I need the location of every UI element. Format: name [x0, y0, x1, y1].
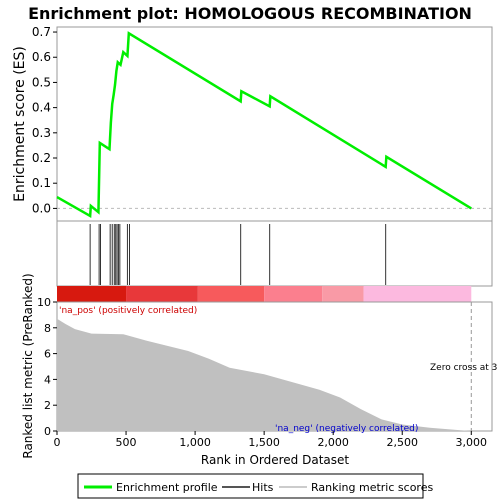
- x-axis-label: Rank in Ordered Dataset: [201, 453, 349, 467]
- es-plot-frame: [56, 26, 493, 222]
- x-tick-label-5: 2,500: [386, 436, 418, 449]
- rank-colorbar: [57, 286, 472, 302]
- x-tick-label-1: 500: [116, 436, 137, 449]
- x-tick-label-4: 2,000: [317, 436, 349, 449]
- metric-y-tick-label-4: 8: [44, 322, 51, 335]
- legend-box: [77, 473, 424, 499]
- x-tick-label-2: 1,000: [179, 436, 211, 449]
- es-y-tick-label-6: 0.6: [32, 50, 51, 64]
- es-panel: 0.0 0.1 0.2 0.3 0.4 0.5 0.6 0.7 Enrichment scor…: [12, 25, 493, 222]
- colorbar-segment-5: [363, 286, 472, 302]
- hits-frame: [56, 220, 493, 287]
- hit-markers: [89, 224, 387, 285]
- hits-panel: [56, 220, 493, 287]
- zero-cross-label: Zero cross at 3: [430, 363, 497, 373]
- colorbar-segment-3: [264, 286, 323, 302]
- colorbar-segment-0: [57, 286, 127, 302]
- es-y-tick-label-3: 0.3: [32, 126, 51, 140]
- colorbar-segment-4: [322, 286, 364, 302]
- es-y-tick-label-1: 0.1: [32, 176, 51, 190]
- chart-title: Enrichment plot: HOMOLOGOUS RECOMBINATIO…: [28, 4, 472, 23]
- x-tick-label-0: 0: [54, 436, 61, 449]
- legend: Enrichment profile Hits Ranking metric s…: [77, 473, 433, 499]
- metric-y-tick-label-1: 2: [44, 399, 51, 412]
- es-profile-line: [56, 31, 472, 219]
- colorbar-segment-1: [126, 286, 198, 302]
- legend-enrichment-label: Enrichment profile: [116, 481, 218, 494]
- negative-correlation-label: 'na_neg' (negatively correlated): [275, 424, 418, 434]
- metric-y-axis-label: Ranked list metric (PreRanked): [21, 273, 35, 458]
- metric-panel: 0 2 4 6 8 10 Zero cross at 3 'na_pos' (positi…: [21, 273, 497, 458]
- es-y-tick-label-5: 0.5: [32, 75, 51, 89]
- metric-y-tick-label-3: 6: [44, 348, 51, 361]
- colorbar-panel: [57, 286, 472, 302]
- es-y-ticks: 0.0 0.1 0.2 0.3 0.4 0.5 0.6 0.7: [32, 25, 492, 215]
- es-y-tick-label-0: 0.0: [32, 201, 51, 215]
- es-y-tick-label-4: 0.4: [32, 101, 51, 115]
- x-tick-label-3: 1,500: [248, 436, 280, 449]
- colorbar-segment-2: [197, 286, 265, 302]
- es-y-tick-label-7: 0.7: [32, 25, 51, 39]
- es-profile-series: [56, 31, 472, 219]
- x-axis-ticks: 0 500 1,000 1,500 2,000 2,500 3,000: [54, 431, 488, 449]
- es-y-axis-label: Enrichment score (ES): [12, 46, 28, 202]
- positive-correlation-label: 'na_pos' (positively correlated): [59, 306, 197, 316]
- ranking-metric-area: [57, 318, 472, 431]
- metric-y-tick-label-0: 0: [44, 425, 51, 438]
- metric-y-ticks: 0 2 4 6 8 10: [37, 296, 57, 438]
- metric-y-tick-label-5: 10: [37, 296, 51, 309]
- ranking-metric-fill: [57, 318, 472, 431]
- legend-metric-label: Ranking metric scores: [311, 481, 433, 494]
- es-y-tick-label-2: 0.2: [32, 151, 51, 165]
- metric-y-tick-label-2: 4: [44, 373, 51, 386]
- legend-hits-label: Hits: [252, 481, 274, 494]
- x-tick-label-6: 3,000: [456, 436, 488, 449]
